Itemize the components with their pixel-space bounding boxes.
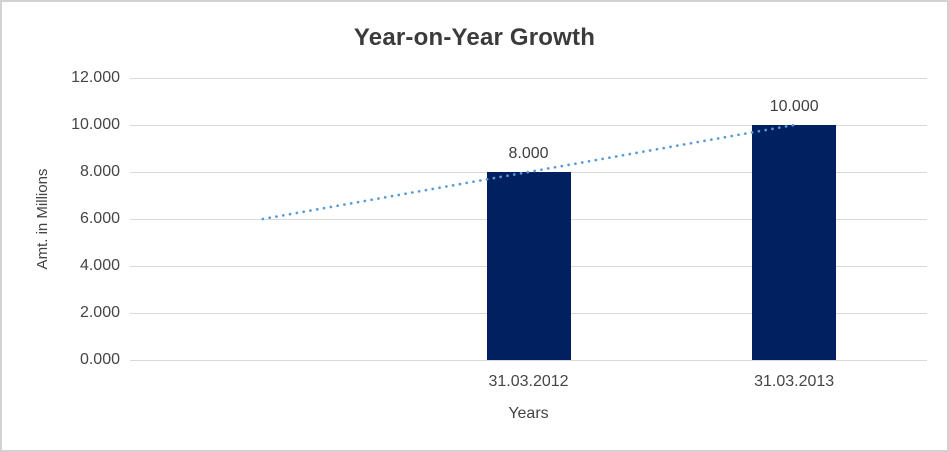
gridline bbox=[130, 359, 927, 361]
y-tick-label: 6.000 bbox=[79, 210, 120, 227]
bar-data-label: 10.000 bbox=[769, 98, 819, 115]
x-tick-label: 31.03.2012 bbox=[488, 373, 569, 390]
bar bbox=[752, 125, 837, 360]
y-tick-label: 2.000 bbox=[79, 304, 120, 321]
x-tick-label: 31.03.2013 bbox=[754, 373, 835, 390]
chart-title: Year-on-Year Growth bbox=[353, 24, 596, 51]
y-tick-label: 8.000 bbox=[79, 163, 120, 180]
gridline bbox=[130, 124, 927, 126]
trendline bbox=[261, 123, 796, 221]
x-axis-title: Years bbox=[508, 405, 549, 422]
bar-data-label: 8.000 bbox=[508, 145, 549, 162]
y-tick-label: 10.000 bbox=[71, 116, 120, 133]
y-tick-label: 4.000 bbox=[79, 257, 120, 274]
y-tick-label: 12.000 bbox=[71, 69, 120, 86]
y-tick-label: 0.000 bbox=[79, 351, 120, 368]
bar bbox=[486, 172, 571, 360]
gridline bbox=[130, 77, 927, 79]
